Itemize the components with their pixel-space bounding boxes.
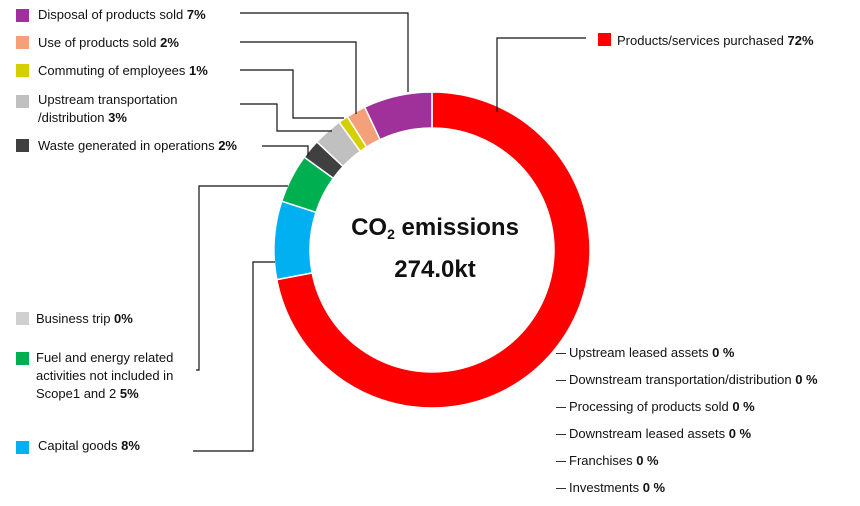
list-item: Processing of products sold 0 % (556, 398, 818, 425)
leader-fuel (196, 186, 288, 370)
list-item: Upstream leased assets 0 % (556, 344, 818, 371)
label-commuting: Commuting of employees 1% (38, 62, 208, 80)
dash-marker (556, 434, 566, 435)
swatch-capital (16, 441, 29, 454)
label-waste: Waste generated in operations 2% (38, 137, 237, 155)
dash-marker (556, 488, 566, 489)
list-item: Downstream leased assets 0 % (556, 425, 818, 452)
dash-marker (556, 461, 566, 462)
label-purchased: Products/services purchased 72% (617, 32, 814, 50)
swatch-fuel (16, 352, 29, 365)
label-capital: Capital goods 8% (38, 437, 140, 455)
leader-purchased (497, 38, 586, 112)
list-item: Franchises 0 % (556, 452, 818, 479)
leader-commuting (240, 70, 344, 118)
swatch-use (16, 36, 29, 49)
zero-items-list: Upstream leased assets 0 % Downstream tr… (556, 344, 818, 506)
swatch-business-trip (16, 312, 29, 325)
list-item: Downstream transportation/distribution 0… (556, 371, 818, 398)
label-business-trip: Business trip 0% (36, 310, 133, 328)
label-upstream-transport: Upstream transportation/distribution 3% (38, 91, 177, 127)
swatch-purchased (598, 33, 611, 46)
leader-waste (262, 146, 308, 156)
center-value: 274.0kt (300, 256, 570, 284)
swatch-commuting (16, 64, 29, 77)
list-item: Investments 0 % (556, 479, 818, 506)
swatch-waste (16, 139, 29, 152)
donut-slices (274, 92, 590, 408)
dash-marker (556, 380, 566, 381)
label-disposal: Disposal of products sold 7% (38, 6, 206, 24)
leader-disposal (240, 13, 408, 92)
dash-marker (556, 407, 566, 408)
leader-capital (193, 262, 275, 451)
swatch-disposal (16, 9, 29, 22)
center-title: CO2 emissions (300, 214, 570, 242)
dash-marker (556, 353, 566, 354)
label-use: Use of products sold 2% (38, 34, 179, 52)
leader-use (240, 42, 356, 114)
swatch-upstream-transport (16, 95, 29, 108)
label-fuel: Fuel and energy related activities not in… (36, 349, 173, 403)
